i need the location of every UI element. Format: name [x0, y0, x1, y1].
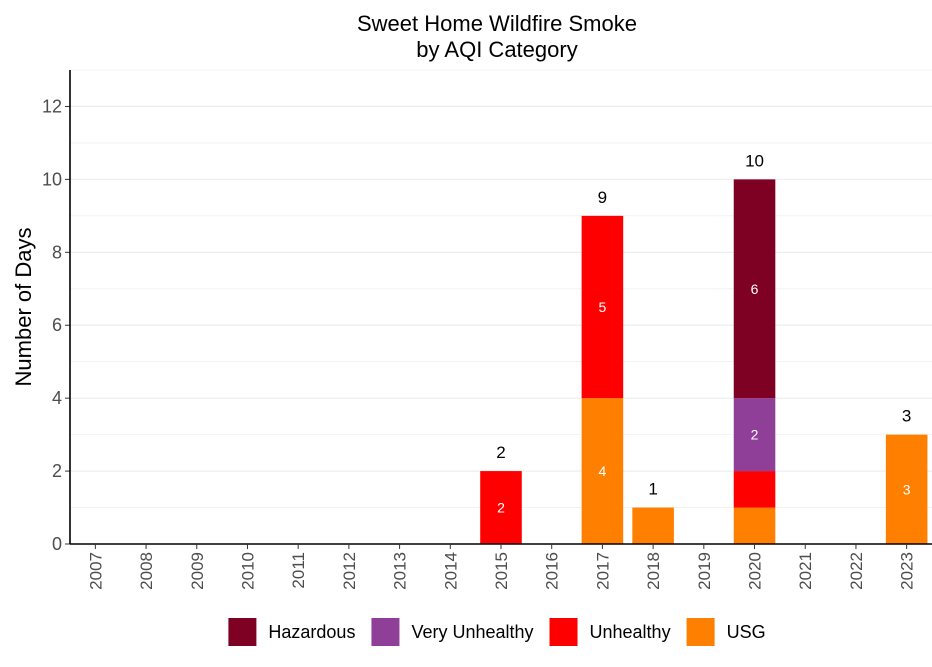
- bar-segment: [733, 471, 776, 508]
- x-tick-label: 2022: [847, 552, 866, 590]
- bar-segment: [480, 471, 522, 544]
- y-tick-label: 0: [52, 534, 62, 554]
- segment-value-label: 3: [903, 481, 911, 497]
- x-tick-label: 2012: [340, 552, 359, 590]
- x-tick-label: 2020: [746, 552, 765, 590]
- segment-value-label: 2: [751, 427, 759, 443]
- y-tick-label: 6: [52, 315, 62, 335]
- x-tick-label: 2018: [644, 552, 663, 590]
- bar-segment: [581, 215, 624, 399]
- chart-title: Sweet Home Wildfire Smoke: [357, 11, 637, 36]
- total-value-label: 10: [745, 151, 764, 170]
- total-value-label: 2: [496, 443, 505, 462]
- y-tick-label: 10: [42, 169, 62, 189]
- bars: [480, 179, 928, 544]
- bar-segment: [733, 507, 776, 544]
- legend-swatch: [371, 618, 400, 646]
- x-tick-label: 2010: [238, 552, 257, 590]
- total-value-label: 9: [598, 188, 607, 207]
- x-tick-label: 2023: [898, 552, 917, 590]
- x-tick-label: 2014: [441, 552, 460, 590]
- bar-segment: [632, 507, 674, 544]
- bar-segment: [885, 434, 928, 544]
- legend-swatch: [686, 618, 715, 646]
- x-tick-label: 2008: [137, 552, 156, 590]
- y-tick-label: 12: [42, 96, 62, 116]
- bar-segment: [581, 398, 624, 544]
- grid-lines: [70, 69, 932, 545]
- segment-value-label: 4: [599, 463, 607, 479]
- y-axis-label: Number of Days: [11, 228, 36, 387]
- legend-label: Unhealthy: [590, 622, 671, 642]
- segment-value-label: 2: [497, 500, 505, 516]
- y-tick-label: 4: [52, 388, 62, 408]
- x-tick-label: 2015: [492, 552, 511, 590]
- x-tick-label: 2021: [796, 552, 815, 590]
- segment-value-label: 5: [599, 299, 607, 315]
- legend: Hazardous Very Unhealthy Unhealthy USG: [228, 618, 766, 646]
- data-labels: 2 4 5 2 6 3 2 9 1 10 3: [496, 151, 911, 515]
- legend-label: Very Unhealthy: [411, 622, 533, 642]
- x-tick-label: 2013: [391, 552, 410, 590]
- x-tick-label: 2016: [543, 552, 562, 590]
- x-tick-label: 2011: [289, 552, 308, 589]
- x-tick-label: 2019: [695, 552, 714, 590]
- x-tick-label: 2017: [593, 552, 612, 590]
- bar-segment: [733, 398, 776, 472]
- y-tick-label: 2: [52, 461, 62, 481]
- segment-value-label: 6: [751, 281, 759, 297]
- x-tick-label: 2009: [188, 552, 207, 590]
- y-tick-label: 8: [52, 242, 62, 262]
- legend-label: Hazardous: [268, 622, 355, 642]
- x-tick-label: 2007: [86, 552, 105, 590]
- bar-segment: [733, 179, 776, 399]
- total-value-label: 1: [648, 480, 657, 499]
- total-value-label: 3: [902, 407, 911, 426]
- chart-subtitle: by AQI Category: [416, 37, 577, 62]
- legend-swatch: [549, 618, 578, 646]
- legend-swatch: [228, 618, 257, 646]
- legend-label: USG: [727, 622, 766, 642]
